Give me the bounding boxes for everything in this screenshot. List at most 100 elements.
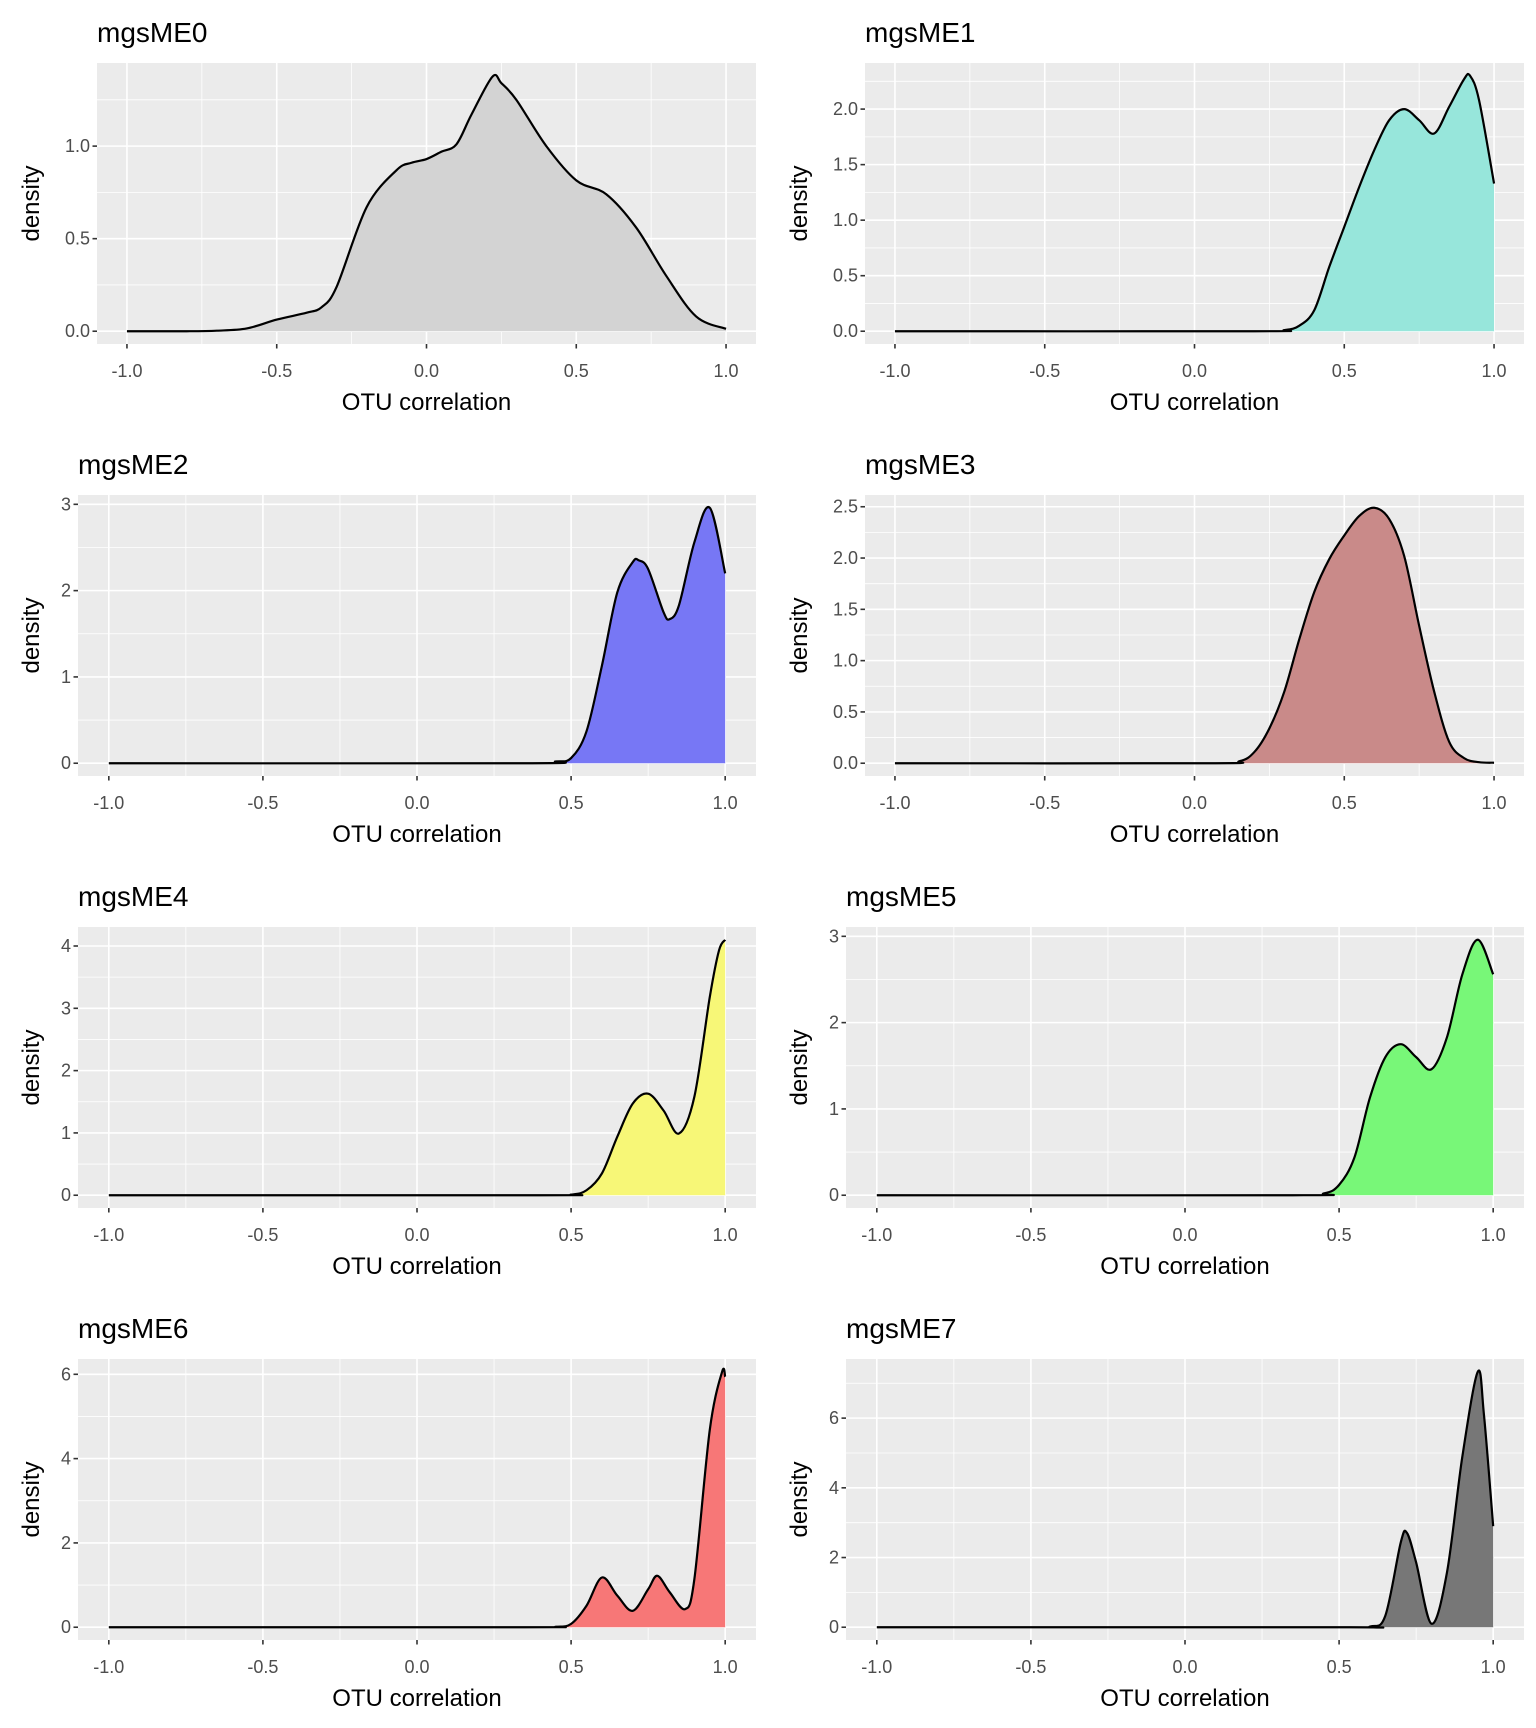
y-tick-label: 1 <box>61 667 71 687</box>
panel-mgsME6: -1.0 -0.5 0.0 0.5 1.0 0 2 4 6 mgsME6 OTU correlati… <box>18 1313 756 1712</box>
y-tick-label: 2.0 <box>833 548 858 568</box>
panel-title: mgsME6 <box>78 1313 188 1344</box>
x-tick-label: -1.0 <box>861 1225 892 1245</box>
density-line <box>894 506 1495 765</box>
y-tick-label: 1 <box>829 1099 839 1119</box>
y-axis-label: density <box>18 597 45 673</box>
y-axis-label: density <box>786 165 813 241</box>
x-axis-label: OTU correlation <box>1100 1685 1269 1712</box>
x-tick-label: 1.0 <box>1481 1225 1506 1245</box>
y-axis-label: density <box>18 1029 45 1105</box>
x-tick-label: 0.0 <box>1172 1225 1197 1245</box>
density-line <box>108 1367 727 1629</box>
x-tick-label: 1.0 <box>713 793 738 813</box>
x-axis-label: OTU correlation <box>1110 821 1279 848</box>
x-axis-label: OTU correlation <box>1110 389 1279 416</box>
density-fill <box>108 939 726 1196</box>
panel-title: mgsME2 <box>78 449 188 480</box>
x-axis-label: OTU correlation <box>1100 1253 1269 1280</box>
x-tick-label: 0.5 <box>564 361 589 381</box>
y-tick-label: 0 <box>829 1617 839 1637</box>
density-line <box>876 1369 1495 1629</box>
y-tick-label: 2 <box>61 1061 71 1081</box>
x-tick-label: 0.5 <box>1332 793 1357 813</box>
y-tick-label: 4 <box>61 936 71 956</box>
density-fill <box>876 939 1494 1196</box>
y-tick-label: 6 <box>61 1364 71 1384</box>
x-tick-label: -0.5 <box>1029 361 1060 381</box>
y-tick-label: 1.0 <box>65 136 90 156</box>
y-axis-label: density <box>786 597 813 673</box>
density-line <box>108 506 727 765</box>
y-tick-label: 0.0 <box>833 321 858 341</box>
x-tick-label: -1.0 <box>861 1657 892 1677</box>
y-tick-label: 6 <box>829 1408 839 1428</box>
y-tick-label: 0.5 <box>65 229 90 249</box>
y-tick-label: 0.5 <box>833 702 858 722</box>
panel-mgsME0: -1.0 -0.5 0.0 0.5 1.0 0.0 0.5 1.0 mgsME0 OTU corr… <box>18 17 756 416</box>
y-tick-label: 2 <box>61 581 71 601</box>
x-tick-label: 0.0 <box>414 361 439 381</box>
x-tick-label: 0.0 <box>1182 361 1207 381</box>
x-axis-label: OTU correlation <box>332 1685 501 1712</box>
x-tick-label: 0.0 <box>1182 793 1207 813</box>
density-fill <box>894 73 1495 332</box>
x-tick-label: -1.0 <box>93 1225 124 1245</box>
y-tick-label: 3 <box>61 998 71 1018</box>
x-axis-label: OTU correlation <box>342 389 511 416</box>
x-tick-label: 1.0 <box>713 1225 738 1245</box>
y-tick-label: 1.5 <box>833 599 858 619</box>
panel-title: mgsME4 <box>78 881 188 912</box>
panel-title: mgsME7 <box>846 1313 956 1344</box>
y-tick-label: 2 <box>61 1533 71 1553</box>
y-tick-label: 0 <box>829 1185 839 1205</box>
y-tick-label: 4 <box>61 1449 71 1469</box>
x-tick-label: 1.0 <box>714 361 739 381</box>
panel-mgsME5: -1.0 -0.5 0.0 0.5 1.0 0 1 2 3 mgsME5 OTU correlati… <box>786 881 1524 1280</box>
density-fill <box>108 507 726 764</box>
x-tick-label: 0.5 <box>1327 1657 1352 1677</box>
x-tick-label: 0.0 <box>404 793 429 813</box>
panel-mgsME2: -1.0 -0.5 0.0 0.5 1.0 0 1 2 3 mgsME2 OTU correlati… <box>18 449 756 848</box>
panel-mgsME7: -1.0 -0.5 0.0 0.5 1.0 0 2 4 6 mgsME7 OTU correlati… <box>786 1313 1524 1712</box>
x-tick-label: 0.5 <box>559 793 584 813</box>
y-tick-label: 3 <box>829 926 839 946</box>
x-axis-label: OTU correlation <box>332 821 501 848</box>
y-axis-label: density <box>18 1461 45 1537</box>
x-tick-label: 1.0 <box>713 1657 738 1677</box>
y-tick-label: 1 <box>61 1123 71 1143</box>
y-tick-label: 0 <box>61 1617 71 1637</box>
density-fill <box>894 507 1495 764</box>
panel-title: mgsME0 <box>97 17 207 48</box>
y-tick-label: 0.5 <box>833 266 858 286</box>
x-tick-label: -1.0 <box>879 793 910 813</box>
x-tick-label: -0.5 <box>247 793 278 813</box>
x-tick-label: 0.5 <box>559 1225 584 1245</box>
x-tick-label: 0.0 <box>1172 1657 1197 1677</box>
x-tick-label: -0.5 <box>1015 1225 1046 1245</box>
x-tick-label: -0.5 <box>1029 793 1060 813</box>
panel-title: mgsME3 <box>865 449 975 480</box>
x-tick-label: 0.0 <box>404 1225 429 1245</box>
x-tick-label: -0.5 <box>247 1225 278 1245</box>
density-fill <box>126 74 727 332</box>
x-tick-label: 0.5 <box>1332 361 1357 381</box>
x-tick-label: 1.0 <box>1482 361 1507 381</box>
y-tick-label: 0 <box>61 753 71 773</box>
y-tick-label: 2 <box>829 1548 839 1568</box>
density-line <box>876 938 1495 1197</box>
panel-mgsME4: -1.0 -0.5 0.0 0.5 1.0 0 1 2 3 4 mgsME4 OTU correlat… <box>18 881 756 1280</box>
y-tick-label: 0.0 <box>833 753 858 773</box>
x-tick-label: 0.5 <box>1327 1225 1352 1245</box>
y-axis-label: density <box>786 1029 813 1105</box>
panel-title: mgsME5 <box>846 881 956 912</box>
x-tick-label: 0.5 <box>559 1657 584 1677</box>
y-tick-label: 2 <box>829 1013 839 1033</box>
x-tick-label: -0.5 <box>261 361 292 381</box>
y-tick-label: 4 <box>829 1478 839 1498</box>
x-tick-label: -1.0 <box>879 361 910 381</box>
y-tick-label: 1.0 <box>833 210 858 230</box>
density-line <box>108 939 727 1197</box>
y-axis-label: density <box>18 165 45 241</box>
